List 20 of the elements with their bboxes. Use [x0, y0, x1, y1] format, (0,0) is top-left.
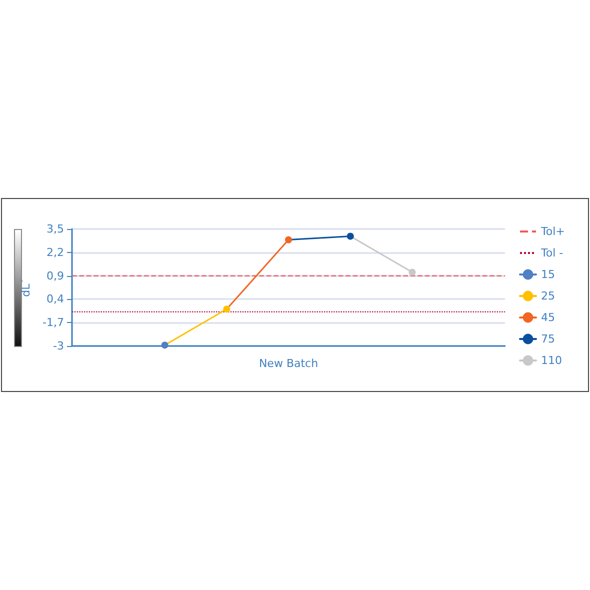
- y-tick-label: 3,5: [46, 222, 64, 236]
- legend-label: Tol+: [540, 225, 565, 238]
- point: [408, 268, 416, 276]
- legend-label: 75: [541, 332, 555, 346]
- point: [346, 232, 354, 240]
- legend-label: 45: [541, 311, 555, 324]
- y-tick-label: 0,4: [46, 292, 64, 306]
- y-tick-label: 2,2: [46, 246, 64, 259]
- y-axis-title: dL´: [20, 278, 33, 297]
- y-tick-label: -3: [53, 340, 64, 352]
- y-tick-label: 0,9: [46, 269, 64, 282]
- point: [161, 342, 168, 349]
- point: [285, 236, 292, 244]
- legend-label: 25: [541, 290, 555, 302]
- x-axis-title: New Batch: [258, 357, 318, 370]
- legend-label: Tol -: [540, 246, 564, 260]
- point: [223, 306, 230, 313]
- legend-label: 110: [541, 354, 562, 367]
- y-tick-label: -1,7: [42, 316, 64, 330]
- legend-label: 15: [541, 268, 555, 281]
